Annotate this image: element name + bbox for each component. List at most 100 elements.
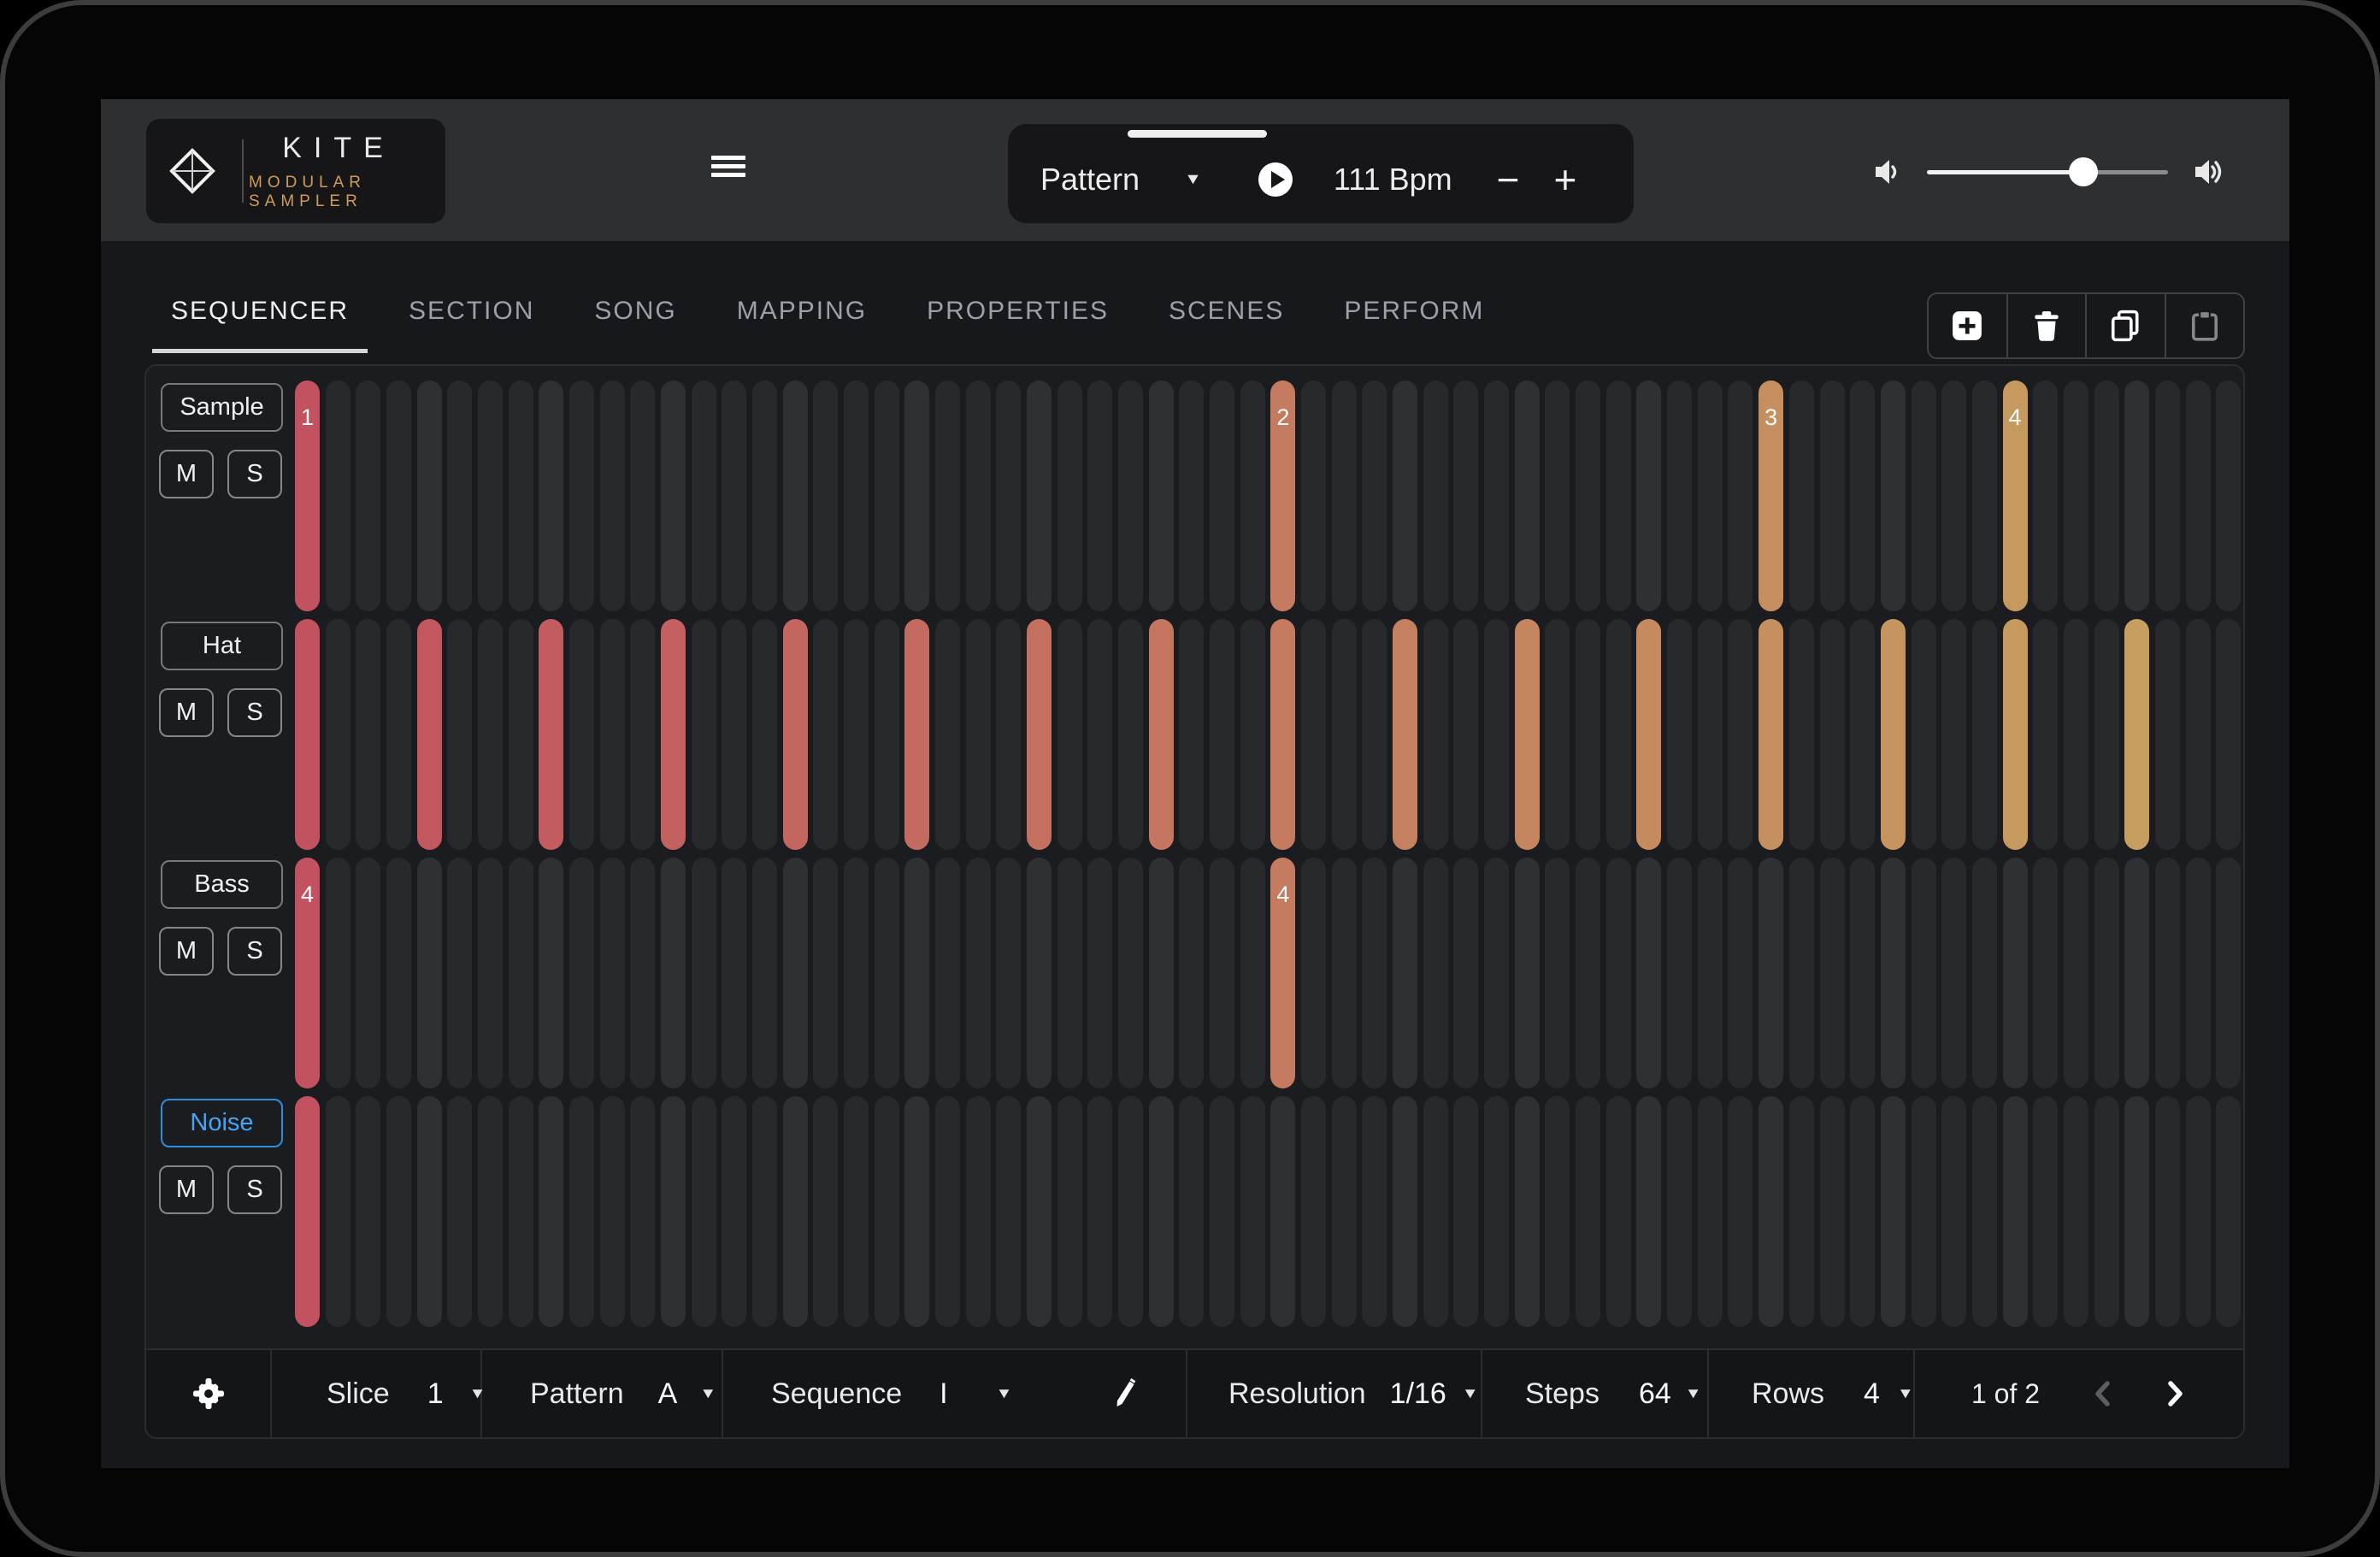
step-noise-24[interactable] xyxy=(996,1096,1022,1327)
step-noise-43[interactable] xyxy=(1576,1096,1601,1327)
step-hat-18[interactable] xyxy=(813,619,839,850)
step-hat-64[interactable] xyxy=(2216,619,2242,850)
step-sample-36[interactable] xyxy=(1362,380,1387,611)
solo-button-bass[interactable]: S xyxy=(227,927,282,976)
step-hat-62[interactable] xyxy=(2154,619,2180,850)
step-sample-55[interactable] xyxy=(1941,380,1967,611)
edit-sequence-button[interactable] xyxy=(1107,1377,1141,1411)
step-hat-60[interactable] xyxy=(2094,619,2119,850)
tab-song[interactable]: SONG xyxy=(594,297,677,325)
chevron-down-icon[interactable]: ▼ xyxy=(1184,170,1202,188)
step-hat-30[interactable] xyxy=(1179,619,1205,850)
step-bass-1-active[interactable]: 4 xyxy=(295,858,320,1088)
step-noise-35[interactable] xyxy=(1331,1096,1357,1327)
step-bass-12[interactable] xyxy=(630,858,656,1088)
track-button-noise[interactable]: Noise xyxy=(161,1099,283,1147)
step-sample-61[interactable] xyxy=(2124,380,2150,611)
track-button-hat[interactable]: Hat xyxy=(161,622,283,670)
step-bass-35[interactable] xyxy=(1331,858,1357,1088)
step-noise-40[interactable] xyxy=(1484,1096,1510,1327)
step-bass-64[interactable] xyxy=(2216,858,2242,1088)
step-noise-48[interactable] xyxy=(1728,1096,1753,1327)
step-noise-41[interactable] xyxy=(1514,1096,1540,1327)
step-bass-26[interactable] xyxy=(1057,858,1082,1088)
step-sample-19[interactable] xyxy=(844,380,869,611)
tab-sequencer[interactable]: SEQUENCER xyxy=(152,274,368,353)
step-hat-61-active[interactable] xyxy=(2124,619,2150,850)
step-bass-38[interactable] xyxy=(1423,858,1448,1088)
step-hat-40[interactable] xyxy=(1484,619,1510,850)
step-bass-46[interactable] xyxy=(1667,858,1693,1088)
step-sample-35[interactable] xyxy=(1331,380,1357,611)
step-noise-19[interactable] xyxy=(844,1096,869,1327)
step-bass-54[interactable] xyxy=(1911,858,1936,1088)
step-noise-50[interactable] xyxy=(1788,1096,1814,1327)
step-sample-12[interactable] xyxy=(630,380,656,611)
step-sample-6[interactable] xyxy=(447,380,473,611)
step-noise-17[interactable] xyxy=(782,1096,808,1327)
step-sample-38[interactable] xyxy=(1423,380,1448,611)
step-sample-11[interactable] xyxy=(599,380,625,611)
step-noise-11[interactable] xyxy=(599,1096,625,1327)
step-hat-43[interactable] xyxy=(1576,619,1601,850)
step-sample-62[interactable] xyxy=(2154,380,2180,611)
step-sample-22[interactable] xyxy=(935,380,961,611)
step-noise-25[interactable] xyxy=(1027,1096,1052,1327)
step-noise-58[interactable] xyxy=(2033,1096,2059,1327)
step-sample-24[interactable] xyxy=(996,380,1022,611)
step-bass-21[interactable] xyxy=(904,858,930,1088)
step-bass-31[interactable] xyxy=(1210,858,1235,1088)
step-bass-20[interactable] xyxy=(874,858,899,1088)
step-hat-19[interactable] xyxy=(844,619,869,850)
step-bass-36[interactable] xyxy=(1362,858,1387,1088)
step-hat-3[interactable] xyxy=(356,619,381,850)
step-bass-53[interactable] xyxy=(1880,858,1906,1088)
step-sample-27[interactable] xyxy=(1087,380,1113,611)
step-bass-29[interactable] xyxy=(1148,858,1174,1088)
step-hat-56[interactable] xyxy=(1971,619,1997,850)
step-noise-6[interactable] xyxy=(447,1096,473,1327)
track-button-sample[interactable]: Sample xyxy=(161,383,283,432)
step-sample-51[interactable] xyxy=(1819,380,1845,611)
step-bass-8[interactable] xyxy=(508,858,533,1088)
step-noise-62[interactable] xyxy=(2154,1096,2180,1327)
step-bass-60[interactable] xyxy=(2094,858,2119,1088)
step-hat-49-active[interactable] xyxy=(1758,619,1784,850)
step-bass-9[interactable] xyxy=(539,858,564,1088)
hamburger-icon[interactable] xyxy=(711,156,747,177)
step-bass-30[interactable] xyxy=(1179,858,1205,1088)
step-sample-28[interactable] xyxy=(1118,380,1144,611)
step-bass-14[interactable] xyxy=(691,858,716,1088)
step-bass-37[interactable] xyxy=(1393,858,1418,1088)
step-bass-7[interactable] xyxy=(478,858,504,1088)
step-hat-5-active[interactable] xyxy=(416,619,442,850)
step-noise-34[interactable] xyxy=(1301,1096,1327,1327)
step-noise-20[interactable] xyxy=(874,1096,899,1327)
step-noise-64[interactable] xyxy=(2216,1096,2242,1327)
step-sample-7[interactable] xyxy=(478,380,504,611)
step-sample-16[interactable] xyxy=(752,380,778,611)
step-hat-15[interactable] xyxy=(722,619,747,850)
step-sample-37[interactable] xyxy=(1393,380,1418,611)
step-bass-59[interactable] xyxy=(2063,858,2088,1088)
step-noise-9[interactable] xyxy=(539,1096,564,1327)
step-hat-41-active[interactable] xyxy=(1514,619,1540,850)
step-noise-23[interactable] xyxy=(965,1096,991,1327)
step-hat-6[interactable] xyxy=(447,619,473,850)
step-bass-62[interactable] xyxy=(2154,858,2180,1088)
step-bass-61[interactable] xyxy=(2124,858,2150,1088)
step-noise-42[interactable] xyxy=(1545,1096,1570,1327)
step-bass-22[interactable] xyxy=(935,858,961,1088)
step-sample-57-active[interactable]: 4 xyxy=(2002,380,2028,611)
step-bass-39[interactable] xyxy=(1453,858,1479,1088)
tab-mapping[interactable]: MAPPING xyxy=(736,297,868,325)
step-sample-26[interactable] xyxy=(1057,380,1082,611)
settings-button[interactable] xyxy=(146,1350,272,1437)
step-sample-14[interactable] xyxy=(691,380,716,611)
drag-handle[interactable] xyxy=(1128,130,1267,138)
step-noise-33[interactable] xyxy=(1270,1096,1296,1327)
step-noise-29[interactable] xyxy=(1148,1096,1174,1327)
step-sample-60[interactable] xyxy=(2094,380,2119,611)
step-bass-17[interactable] xyxy=(782,858,808,1088)
step-bass-43[interactable] xyxy=(1576,858,1601,1088)
